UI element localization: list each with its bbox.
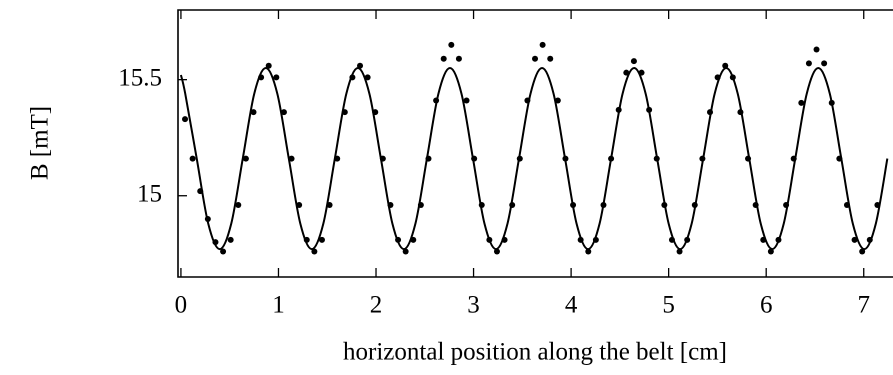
x-tick-label: 3 bbox=[467, 292, 480, 319]
data-point bbox=[532, 55, 539, 62]
data-point bbox=[448, 41, 455, 48]
data-point bbox=[318, 236, 325, 243]
data-point bbox=[630, 58, 637, 65]
data-point bbox=[623, 69, 630, 76]
data-point bbox=[821, 60, 828, 67]
data-point bbox=[539, 41, 546, 48]
x-tick-label: 4 bbox=[565, 292, 578, 319]
plot-area bbox=[179, 41, 889, 255]
data-point bbox=[235, 202, 242, 209]
data-point bbox=[265, 62, 272, 69]
data-point bbox=[851, 236, 858, 243]
x-tick-label: 6 bbox=[760, 292, 773, 319]
data-point bbox=[813, 46, 820, 53]
data-point bbox=[280, 109, 287, 116]
y-tick-label: 15.5 bbox=[118, 64, 162, 91]
x-tick-label: 7 bbox=[857, 292, 870, 319]
data-point bbox=[311, 248, 318, 255]
data-point bbox=[220, 248, 227, 255]
data-point bbox=[455, 55, 462, 62]
data-point bbox=[440, 55, 447, 62]
data-point bbox=[805, 60, 812, 67]
data-point bbox=[547, 55, 554, 62]
y-tick-label: 15 bbox=[137, 180, 162, 207]
x-tick-label: 0 bbox=[175, 292, 188, 319]
x-tick-label: 5 bbox=[662, 292, 675, 319]
data-point bbox=[250, 109, 257, 116]
x-tick-label: 1 bbox=[272, 292, 285, 319]
axes: 0 1 2 3 4 5 6 7 15 15.5 bbox=[118, 9, 893, 319]
data-point bbox=[182, 116, 189, 123]
x-tick-label: 2 bbox=[370, 292, 383, 319]
data-point bbox=[585, 248, 592, 255]
data-point bbox=[242, 155, 249, 162]
plot-frame bbox=[177, 9, 893, 278]
data-point bbox=[227, 236, 234, 243]
data-point bbox=[189, 155, 196, 162]
data-point bbox=[463, 97, 470, 104]
data-point bbox=[364, 74, 371, 81]
fit-line bbox=[179, 67, 889, 251]
y-axis-label: B [mT] bbox=[27, 106, 54, 180]
data-point bbox=[273, 74, 280, 81]
x-axis-label: horizontal position along the belt [cm] bbox=[343, 339, 727, 366]
data-point bbox=[798, 99, 805, 106]
